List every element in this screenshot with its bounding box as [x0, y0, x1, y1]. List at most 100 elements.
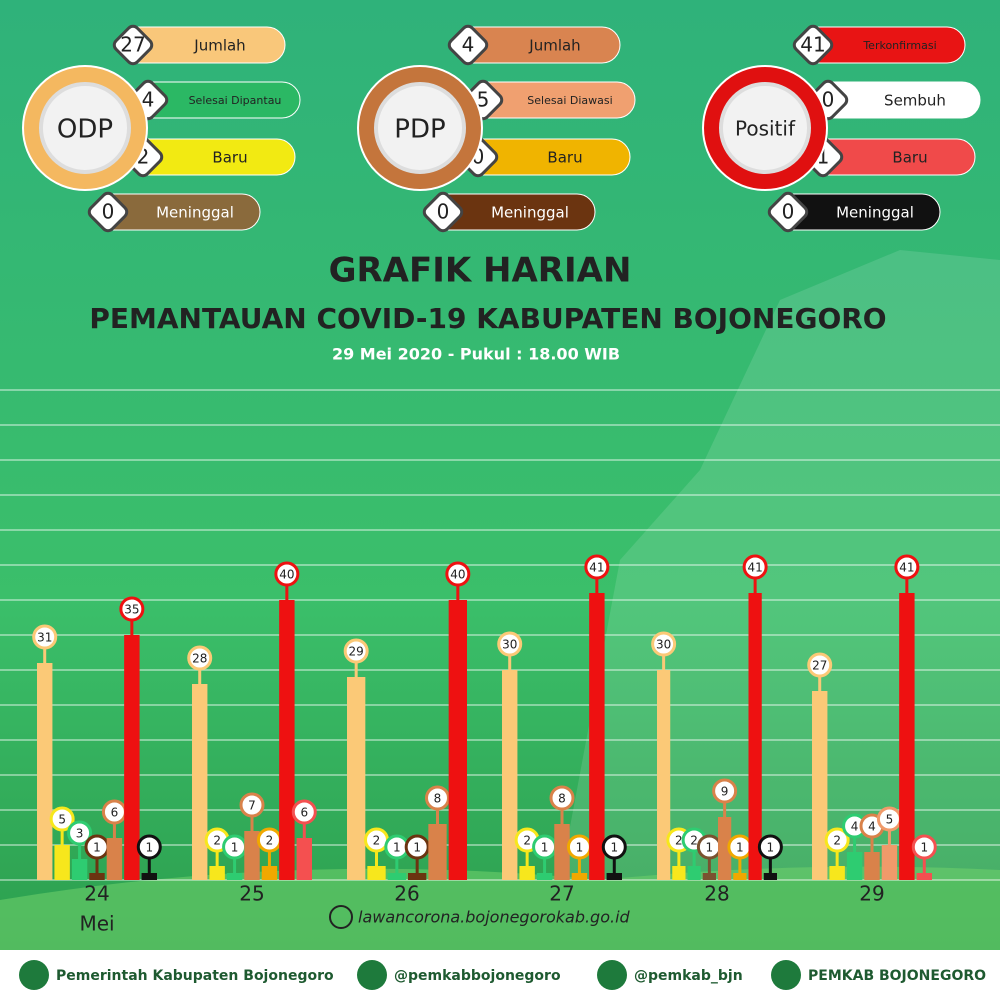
bar: [718, 817, 732, 880]
value-label: 5: [886, 813, 894, 827]
bar: [606, 873, 622, 880]
summary-label: Selesai Diawasi: [527, 94, 612, 107]
bar: [502, 670, 518, 880]
bar: [702, 873, 716, 880]
summary-label: Jumlah: [193, 37, 245, 55]
value-label: 1: [767, 841, 775, 855]
panel-inner: [39, 82, 131, 174]
value-diamond: [792, 24, 834, 66]
summary-value: 0: [782, 200, 795, 224]
panel-title: ODP: [57, 115, 113, 145]
bar: [279, 600, 295, 880]
value-label: 1: [706, 841, 714, 855]
bar: [387, 873, 406, 880]
value-diamond: [422, 191, 464, 233]
x-tick-label: 26: [394, 882, 419, 906]
bar: [428, 824, 447, 880]
value-label: 28: [192, 652, 207, 666]
bar: [536, 873, 553, 880]
value-label: 8: [558, 792, 566, 806]
bar: [812, 691, 828, 880]
summary-value: 4: [142, 88, 155, 112]
title: GRAFIK HARIAN: [329, 251, 632, 291]
value-label: 4: [868, 820, 876, 834]
label-bubble: [584, 554, 610, 580]
label-bubble: [742, 554, 768, 580]
summary-value: 4: [462, 33, 475, 57]
label-bubble: [274, 561, 300, 587]
bar: [192, 684, 208, 880]
bar: [881, 845, 898, 880]
value-label: 8: [434, 792, 442, 806]
facebook-icon: [19, 960, 49, 990]
bar: [226, 873, 243, 880]
summary-label: Meninggal: [836, 204, 914, 222]
value-label: 9: [721, 785, 729, 799]
summary-label: Meninggal: [491, 204, 569, 222]
value-label: 3: [76, 827, 84, 841]
value-label: 2: [266, 834, 274, 848]
label-bubble: [425, 785, 450, 811]
value-diamond: [767, 191, 809, 233]
bar: [106, 838, 123, 880]
value-diamond: [447, 24, 489, 66]
summary-value: 0: [437, 200, 450, 224]
value-diamond: [87, 191, 129, 233]
value-label: 1: [393, 841, 401, 855]
bar: [89, 873, 105, 880]
value-diamond: [112, 24, 154, 66]
bar: [763, 873, 777, 880]
value-label: 2: [833, 834, 841, 848]
label-bubble: [187, 645, 213, 671]
x-tick-label: 25: [239, 882, 264, 906]
value-label: 29: [349, 645, 364, 659]
value-label: 7: [248, 799, 256, 813]
value-label: 5: [58, 813, 66, 827]
value-label: 41: [747, 561, 762, 575]
bar: [244, 831, 260, 880]
bar: [554, 824, 570, 880]
panel-inner: [719, 82, 811, 174]
bar: [672, 866, 686, 880]
bar: [37, 663, 53, 880]
footer-text: PEMKAB BOJONEGORO: [808, 968, 986, 984]
value-label: 40: [450, 568, 465, 582]
subtitle: PEMANTAUAN COVID-19 KABUPATEN BOJONEGORO: [89, 302, 886, 335]
footer-text: Pemerintah Kabupaten Bojonegoro: [56, 968, 334, 984]
value-label: 1: [736, 841, 744, 855]
value-label: 2: [675, 834, 683, 848]
label-bubble: [49, 806, 75, 832]
bar: [829, 866, 845, 880]
x-tick-label: 24: [84, 882, 109, 906]
value-label: 2: [373, 834, 381, 848]
youtube-icon: [771, 960, 801, 990]
value-label: 41: [899, 561, 914, 575]
summary-value: 0: [822, 88, 835, 112]
label-bubble: [894, 554, 920, 580]
twitter-icon: [597, 960, 627, 990]
value-label: 1: [231, 841, 239, 855]
summary-value: 41: [800, 33, 825, 57]
value-label: 31: [37, 631, 52, 645]
label-bubble: [119, 596, 145, 622]
bar: [899, 593, 915, 880]
label-bubble: [712, 778, 738, 804]
summary-label: Meninggal: [156, 204, 234, 222]
value-label: 6: [300, 806, 308, 820]
hill: [0, 866, 1000, 950]
bar: [296, 838, 312, 880]
bar: [589, 593, 605, 880]
x-tick-label: 27: [549, 882, 574, 906]
bar: [71, 859, 88, 880]
summary-value: 27: [120, 33, 145, 57]
footer-text: @pemkabbojonegoro: [394, 968, 561, 984]
value-label: 1: [145, 841, 153, 855]
value-label: 4: [851, 820, 859, 834]
value-label: 6: [111, 806, 119, 820]
website: lawancorona.bojonegorokab.go.id: [358, 908, 631, 927]
bar: [519, 866, 535, 880]
label-bubble: [549, 785, 575, 811]
